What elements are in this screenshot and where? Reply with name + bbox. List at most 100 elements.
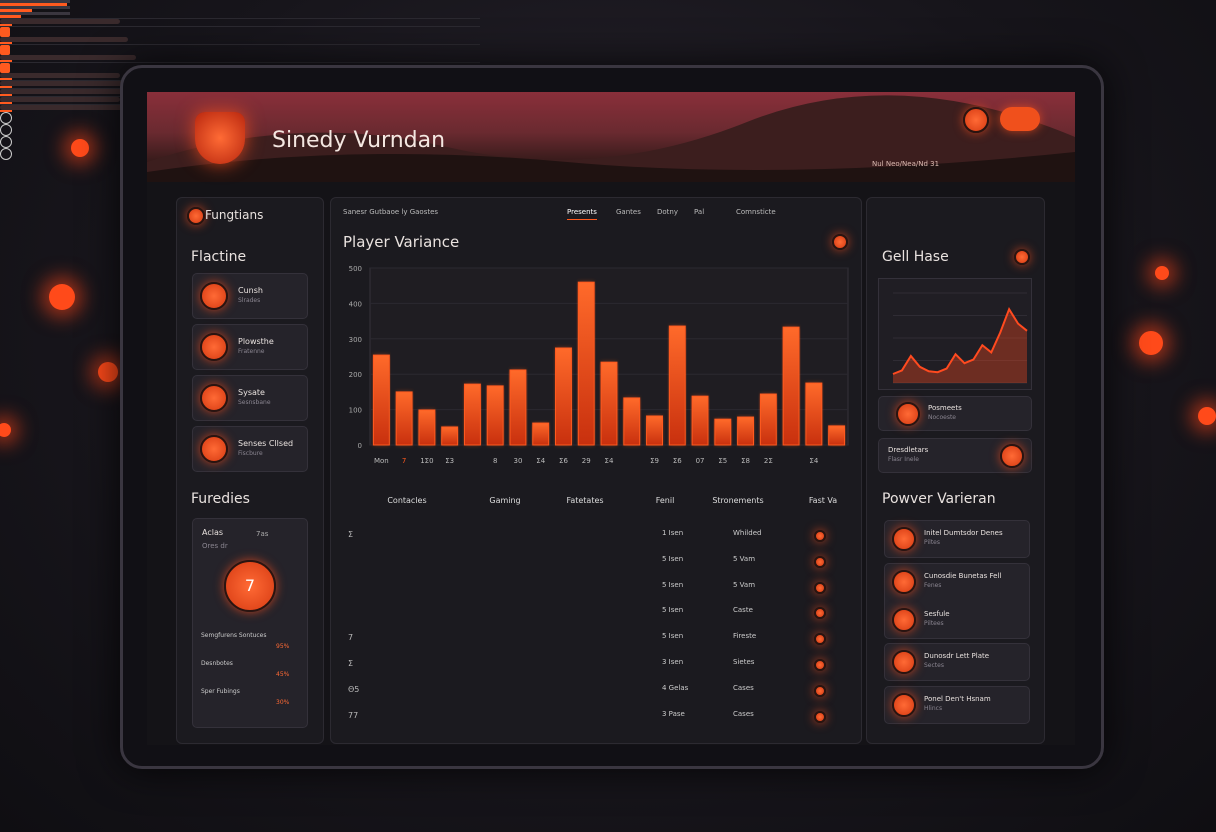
bar [668, 325, 686, 446]
x-tick-label: Σ6 [673, 457, 682, 465]
row-state: Fireste [733, 632, 757, 641]
row-icon [0, 27, 10, 37]
card-sub: Ores dr [202, 542, 228, 550]
row-icon [0, 45, 10, 55]
ico [832, 234, 848, 250]
row-dot [814, 633, 826, 646]
section-title: Flactine [191, 249, 247, 265]
row-count: 4 Gelas [662, 683, 689, 692]
row-count: 1 Isen [662, 529, 684, 537]
progress-label: Semgfurens Sontuces [201, 632, 267, 639]
row-state: Cases [733, 709, 754, 718]
list-icon [892, 650, 916, 674]
tab[interactable]: Gantes [616, 208, 641, 216]
tool-icon[interactable] [0, 112, 12, 124]
tool-icon[interactable] [0, 148, 12, 160]
bar [782, 326, 800, 446]
x-tick-label: Σ8 [741, 457, 750, 465]
section-title: Powver Varieran [882, 491, 996, 507]
item-sub: Fratenne [238, 348, 265, 355]
area-chart [878, 278, 1032, 390]
area-fill [893, 309, 1027, 383]
x-tick-label: Σ4 [809, 457, 818, 465]
row-dot [814, 581, 826, 594]
item-icon [200, 282, 228, 310]
item-label: Posmeets [928, 404, 962, 412]
bar [555, 347, 572, 446]
item-icon [1000, 444, 1024, 468]
row-state: 5 Vam [733, 580, 756, 589]
bar [532, 422, 550, 446]
header-caption: Nul Neo/Nea/Nd 31 [872, 160, 940, 168]
row-bar [0, 19, 120, 24]
row-dash [0, 102, 12, 104]
bar [623, 397, 641, 446]
row-bar [0, 37, 128, 42]
list-sub: Piltes [924, 539, 940, 546]
bar [759, 393, 777, 446]
bar [737, 416, 755, 446]
bar [418, 409, 436, 446]
tool-icon[interactable] [0, 136, 12, 148]
glow [1198, 407, 1216, 425]
progress-fill [0, 9, 32, 12]
list-card [884, 643, 1030, 681]
x-tick-label: 1Σ0 [420, 457, 433, 465]
tool-icon[interactable] [0, 124, 12, 136]
item-icon [200, 435, 228, 463]
item-card [878, 438, 1032, 473]
column-header: Fatetates [566, 496, 604, 505]
glow [71, 139, 89, 157]
x-tick-label: Σ6 [559, 457, 568, 465]
logo [195, 112, 245, 164]
bar [486, 385, 504, 446]
bar [463, 383, 481, 446]
glow [0, 423, 11, 437]
x-tick-label: Mon [374, 457, 389, 465]
tab[interactable]: Comnsticte [736, 208, 776, 216]
row-state: Cases [733, 683, 754, 692]
row-dot [814, 710, 826, 723]
list-label: Sesfule [924, 610, 950, 618]
row-dash [0, 78, 12, 80]
x-tick-label: Σ5 [718, 457, 727, 465]
column-header: Gaming [489, 496, 521, 505]
panel-title: Gell Hase [882, 249, 949, 265]
badge: 7 [224, 560, 276, 612]
tab[interactable]: Presents [567, 208, 597, 220]
progress-fill [0, 3, 67, 6]
x-tick-label: 07 [696, 457, 705, 465]
bar [577, 281, 595, 446]
x-tick-label: 30 [513, 457, 522, 465]
header-button[interactable] [963, 107, 989, 133]
bar [509, 369, 527, 446]
list-label: Initel Dumtsdor Denes [924, 529, 1003, 537]
bar [646, 415, 663, 446]
list-icon [892, 527, 916, 551]
x-tick-label: Σ9 [650, 457, 659, 465]
bar-chart: 0 100 200 300 400 500 Mon 7 1Σ0 Σ3 8 30 Σ4 Σ6 29 Σ4 Σ9 Σ6… [349, 265, 849, 465]
card-title: Aclas [202, 528, 224, 537]
list-sub: Fenes [924, 582, 942, 589]
glow [1155, 266, 1169, 280]
row-dash [0, 110, 12, 112]
row-icon [0, 63, 10, 73]
list-label: Cunosdie Bunetas Fell [924, 572, 1002, 580]
progress-value: 95% [276, 643, 290, 650]
card-tag: 7as [256, 530, 269, 538]
list-icon [892, 570, 916, 594]
header-button[interactable] [1000, 107, 1040, 131]
app-title: Sinedy Vurndan [272, 128, 446, 153]
list-icon [892, 608, 916, 632]
row-dot [814, 555, 826, 568]
tab[interactable]: Pal [694, 208, 705, 216]
item-label: Senses Cllsed [238, 439, 294, 448]
row-count: 3 Isen [662, 658, 684, 666]
row-dot [814, 607, 826, 620]
row-state: Caste [733, 606, 753, 615]
row-dash [0, 94, 12, 96]
y-tick-label: 200 [349, 371, 362, 379]
tab[interactable]: Dotny [657, 208, 678, 216]
row-dash [0, 42, 12, 44]
progress-track [0, 0, 70, 3]
